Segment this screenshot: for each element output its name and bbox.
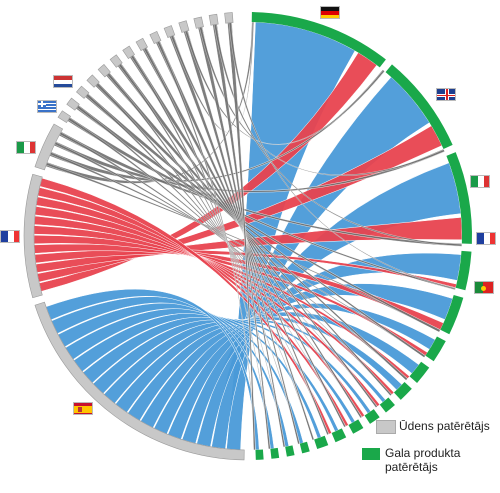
consumer-arc	[348, 419, 364, 434]
consumer-arc	[364, 409, 380, 424]
legend-end-product-consumer-swatch	[362, 448, 380, 460]
ribbon-layer	[33, 21, 463, 451]
other-flow-ribbon	[105, 72, 393, 397]
flag-greece-icon	[37, 100, 57, 113]
other-flow-ribbon	[227, 22, 256, 451]
producer-arc	[178, 20, 190, 33]
consumer-arc	[385, 64, 453, 149]
producer-arc	[75, 85, 90, 99]
flag-france-icon	[476, 232, 496, 245]
consumer-arc	[299, 441, 310, 454]
producer-arc	[34, 301, 245, 461]
consumer-arc	[425, 336, 446, 362]
consumer-arc	[440, 294, 464, 335]
producer-arc	[66, 97, 80, 111]
producer-arc	[34, 123, 64, 171]
consumer-arc	[255, 449, 264, 460]
other-flow-ribbon	[183, 30, 301, 445]
consumer-arc	[331, 428, 347, 443]
flag-spain-icon	[73, 402, 93, 415]
consumer-arc	[393, 381, 412, 400]
spain-flow-ribbon	[57, 302, 290, 448]
spain-flow-ribbon	[65, 308, 304, 444]
france-flow-ribbon	[39, 177, 332, 435]
producer-arc	[86, 74, 100, 88]
producer-arc	[208, 13, 219, 26]
other-flow-ribbon	[212, 24, 271, 450]
producer-arc	[57, 110, 72, 124]
legend-water-consumer-swatch	[376, 420, 396, 434]
producer-arc	[97, 63, 111, 78]
arc-layer	[23, 12, 473, 461]
other-flow-ribbon	[228, 22, 456, 290]
producer-arc	[135, 37, 148, 52]
flag-france-icon	[0, 230, 20, 243]
france-flow-ribbon	[37, 187, 349, 427]
other-flow-ribbon	[95, 82, 408, 381]
legend-water-consumer-label: Ūdens patērētājs	[399, 419, 490, 433]
consumer-arc	[455, 250, 472, 291]
france-flow-ribbon	[35, 196, 365, 418]
consumer-arc	[379, 397, 395, 413]
producer-arc	[163, 25, 176, 38]
flag-italy-icon	[470, 175, 490, 188]
flag-netherlands-icon	[53, 75, 73, 88]
producer-arc	[193, 16, 204, 29]
other-flow-ribbon	[184, 30, 385, 145]
other-flow-ribbon	[84, 93, 426, 358]
other-flow-ribbon	[129, 54, 363, 419]
spain-flow-ribbon	[73, 312, 322, 439]
consumer-arc	[251, 12, 386, 68]
other-flow-ribbon	[199, 26, 445, 176]
other-flow-ribbon	[155, 40, 330, 436]
consumer-arc	[270, 447, 280, 459]
other-flow-ribbon	[142, 47, 347, 428]
legend-end-product-consumer-label: Gala produkta patērētājs	[385, 446, 461, 474]
producer-arc	[149, 30, 162, 45]
flag-germany-icon	[320, 6, 340, 19]
flag-portugal-icon	[474, 281, 494, 294]
consumer-arc	[285, 445, 295, 457]
producer-arc	[23, 173, 43, 299]
flag-uk-icon	[436, 88, 456, 101]
flag-italy-icon	[16, 141, 36, 154]
producer-arc	[224, 12, 234, 24]
consumer-arc	[409, 361, 430, 383]
consumer-arc	[314, 435, 329, 450]
producer-arc	[122, 45, 136, 60]
consumer-arc	[446, 152, 473, 244]
producer-arc	[109, 54, 123, 68]
